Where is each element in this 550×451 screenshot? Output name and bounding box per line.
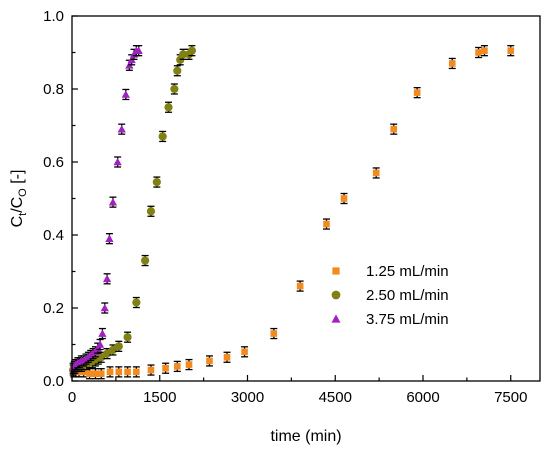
data-point <box>185 361 193 368</box>
legend-label: 3.75 mL/min <box>366 311 449 328</box>
data-point <box>97 370 105 377</box>
data-point <box>114 342 123 351</box>
data-point <box>270 330 278 337</box>
legend-label: 2.50 mL/min <box>366 287 449 304</box>
data-point <box>92 370 99 377</box>
data-point <box>481 47 488 54</box>
data-point <box>124 368 131 376</box>
legend-marker-triangle <box>331 314 341 323</box>
data-point <box>86 370 93 377</box>
x-tick-label: 6000 <box>406 389 439 406</box>
x-tick-label: 0 <box>68 389 76 406</box>
y-axis-title-suffix: [-] <box>9 170 26 189</box>
data-point <box>206 357 213 365</box>
data-point <box>170 84 179 94</box>
data-point <box>97 353 106 362</box>
y-tick-label: 0.6 <box>43 154 64 171</box>
data-point <box>448 60 456 67</box>
y-axis-title-main: C <box>9 216 26 228</box>
data-point <box>106 368 114 376</box>
data-point <box>162 364 169 372</box>
data-point <box>133 368 140 376</box>
data-point <box>475 49 482 56</box>
data-point <box>121 90 130 98</box>
data-point <box>115 368 123 376</box>
series-square <box>70 45 515 380</box>
y-tick-label: 1.0 <box>43 8 64 25</box>
y-tick-label: 0.4 <box>43 227 64 244</box>
data-point <box>113 157 122 166</box>
data-point <box>102 274 112 283</box>
data-point <box>372 169 380 177</box>
data-point <box>152 177 161 187</box>
data-point <box>241 348 248 356</box>
data-point <box>132 298 141 307</box>
y-tick-label: 0.8 <box>43 81 64 98</box>
y-axis-title-sub1: t <box>17 213 29 216</box>
data-point <box>147 366 155 374</box>
x-tick-label: 4500 <box>319 389 352 406</box>
data-point <box>179 50 188 59</box>
data-point <box>146 207 156 216</box>
data-point <box>108 345 118 355</box>
data-point <box>390 125 398 133</box>
y-tick-label: 0.2 <box>43 300 64 317</box>
data-point <box>108 198 118 206</box>
series-circle <box>69 45 197 376</box>
data-point <box>105 234 114 242</box>
data-point <box>323 220 330 228</box>
x-tick-label: 3000 <box>231 389 264 406</box>
data-point <box>95 340 105 348</box>
data-point <box>187 46 197 55</box>
x-tick-label: 1500 <box>143 389 176 406</box>
data-point <box>173 66 182 75</box>
data-point <box>141 256 150 265</box>
plot-frame <box>71 15 541 382</box>
data-point <box>103 349 112 358</box>
series-triangle <box>69 45 143 374</box>
y-axis-title: Ct/CO [-] <box>9 170 29 228</box>
x-axis-title: time (min) <box>270 428 341 445</box>
legend-marker-circle <box>331 290 341 300</box>
data-point <box>100 303 109 312</box>
plot-marks <box>69 45 515 380</box>
data-point <box>123 333 132 342</box>
data-point <box>164 103 173 112</box>
legend-marker-square <box>332 267 340 275</box>
y-axis-title-mid: /C <box>9 197 26 213</box>
data-point <box>117 125 126 133</box>
data-point <box>98 329 107 337</box>
data-point <box>158 132 167 141</box>
data-point <box>296 282 304 290</box>
data-point <box>340 195 348 202</box>
data-point <box>174 363 181 370</box>
data-point <box>134 46 143 54</box>
legend: 1.25 mL/min 2.50 mL/min 3.75 mL/min <box>331 263 449 328</box>
data-point <box>507 47 515 54</box>
y-axis-title-sub2: O <box>17 188 29 197</box>
x-tick-label: 7500 <box>494 389 527 406</box>
data-point <box>223 353 231 361</box>
x-axis-ticks: 0 1500 3000 4500 6000 7500 <box>68 375 527 406</box>
data-point <box>413 89 421 96</box>
y-tick-label: 0.0 <box>43 373 64 390</box>
legend-label: 1.25 mL/min <box>366 263 449 280</box>
y-axis-ticks: 0.0 0.2 0.4 0.6 0.8 1.0 <box>43 8 78 390</box>
